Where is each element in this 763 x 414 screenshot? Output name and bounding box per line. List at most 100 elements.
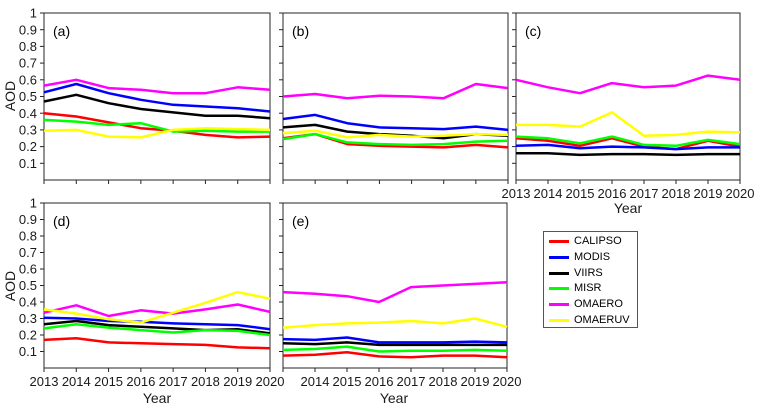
y-tick-label: 0.4	[19, 295, 37, 310]
series-line-omaero	[515, 74, 741, 95]
series-line-omaeruv	[43, 290, 271, 324]
panel-e: 2014 2015 2016 2017 2018 2019 2020 (e)	[279, 202, 522, 389]
x-tick-label: 2020	[256, 374, 285, 389]
y-tick-label: 0.2	[19, 328, 37, 343]
series-line-viirs	[282, 341, 507, 347]
panel-a: 0.1 0.2 0.30.4 0.5 0.60.7 0.8 0.91 (a)	[19, 6, 271, 184]
y-tick-label: 0.4	[19, 106, 37, 121]
series-line-calipso	[43, 337, 271, 350]
x-tick-label: 2015	[566, 186, 595, 201]
legend-swatch-omaeruv	[549, 318, 569, 322]
panel-b: (b)	[279, 12, 509, 184]
x-tick-label: 2013	[30, 374, 59, 389]
x-tick-label: 2016	[365, 374, 394, 389]
panel-letter: (e)	[292, 213, 309, 229]
y-tick-label: 0.1	[19, 344, 37, 359]
x-tick-label: 2014	[62, 374, 91, 389]
legend-swatch-misr	[549, 287, 569, 291]
y-tick-label: 0.3	[19, 122, 37, 137]
series-line-modis	[43, 316, 271, 331]
legend-box: CALIPSO MODIS VIIRS MISR OMAERO OMAERUV	[543, 231, 638, 328]
y-axis-label-bottom: AOD	[2, 270, 19, 302]
y-tick-label: 0.5	[19, 89, 37, 104]
panel-letter: (b)	[292, 23, 309, 39]
x-tick-label: 2015	[333, 374, 362, 389]
series-line-viirs	[43, 93, 271, 120]
x-tick-label: 2014	[301, 374, 330, 389]
series-line-misr	[43, 118, 270, 133]
x-tick-label: 2018	[191, 374, 220, 389]
series-line-calipso	[43, 111, 271, 139]
x-tick-label: 2018	[429, 374, 458, 389]
x-tick-label: 2019	[694, 186, 723, 201]
y-tick-label: 0.3	[19, 311, 37, 326]
x-tick-label: 2016	[126, 374, 155, 389]
x-tick-label: 2019	[461, 374, 490, 389]
legend-swatch-viirs	[549, 271, 569, 275]
x-tick-label: 2018	[662, 186, 691, 201]
legend-swatch-omaero	[549, 303, 569, 307]
series-line-viirs	[516, 152, 740, 157]
legend-item-calipso: CALIPSO	[549, 234, 637, 250]
y-tick-label: 0.9	[19, 212, 37, 227]
legend-swatch-modis	[549, 256, 569, 260]
legend-item-omaero: OMAERO	[549, 297, 637, 313]
panel-letter: (a)	[53, 23, 70, 39]
x-axis-label-d: Year	[142, 390, 172, 406]
legend-item-omaeruv: OMAERUV	[549, 312, 637, 328]
y-tick-label: 0.7	[19, 245, 37, 260]
y-tick-label: 0.2	[19, 139, 37, 154]
legend-item-modis: MODIS	[549, 250, 637, 266]
x-tick-label: 2017	[397, 374, 426, 389]
series-line-omaero	[282, 280, 508, 304]
series-line-omaero	[43, 78, 271, 95]
x-axis-label-e: Year	[379, 390, 409, 406]
x-tick-label: 2013	[502, 186, 531, 201]
y-tick-label: 1	[30, 6, 37, 21]
y-tick-label: 0.7	[19, 56, 37, 71]
x-tick-label: 2016	[598, 186, 627, 201]
legend-label-calipso: CALIPSO	[574, 235, 622, 248]
y-tick-label: 0.9	[19, 22, 37, 37]
legend-label-modis: MODIS	[574, 251, 611, 264]
x-tick-label: 2017	[630, 186, 659, 201]
series-line-modis	[515, 143, 740, 151]
legend-item-viirs: VIIRS	[549, 265, 637, 281]
series-line-omaeruv	[282, 317, 508, 329]
series-line-omaeruv	[516, 111, 741, 137]
y-tick-label: 0.8	[19, 39, 37, 54]
legend-label-viirs: VIIRS	[574, 266, 603, 279]
legend-label-omaeruv: OMAERUV	[574, 313, 630, 326]
series-line-modis	[43, 82, 271, 113]
x-tick-label: 2017	[159, 374, 188, 389]
legend-swatch-calipso	[549, 240, 569, 244]
panel-letter: (c)	[525, 23, 541, 39]
series-line-omaeruv	[43, 126, 271, 139]
legend-item-misr: MISR	[549, 281, 637, 297]
series-line-calipso	[282, 351, 508, 359]
series-line-misr	[515, 135, 741, 148]
series-line-omaero	[282, 82, 509, 100]
series-line-modis	[282, 336, 508, 344]
y-tick-label: 0.6	[19, 72, 37, 87]
x-tick-label: 2019	[223, 374, 252, 389]
y-tick-label: 0.1	[19, 156, 37, 171]
x-tick-label: 2014	[534, 186, 563, 201]
x-tick-label: 2015	[94, 374, 123, 389]
panel-c: 2013 2014 2015 2016 2017 2018 2019 2020 (c)	[502, 12, 755, 201]
x-tick-label: 2020	[493, 374, 522, 389]
y-tick-label: 0.5	[19, 278, 37, 293]
x-tick-label: 2020	[726, 186, 755, 201]
y-tick-label: 1	[30, 196, 37, 211]
series-line-calipso	[515, 137, 741, 151]
y-tick-label: 0.6	[19, 262, 37, 277]
series-line-misr	[282, 345, 508, 353]
series-line-misr	[43, 323, 271, 337]
series-line-omaeruv	[282, 129, 509, 139]
legend-label-omaero: OMAERO	[574, 298, 623, 311]
panel-d: 0.10.2 0.30.4 0.50.6 0.70.8 0.91 2013 2014 2015…	[19, 196, 285, 389]
panel-letter: (d)	[53, 213, 70, 229]
series-line-misr	[282, 132, 509, 147]
